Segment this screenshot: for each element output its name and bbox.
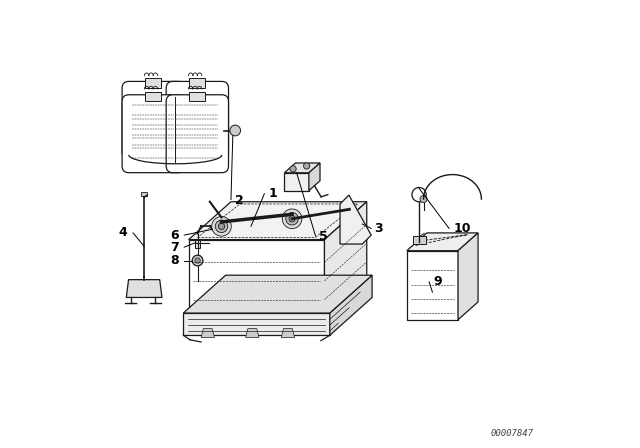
Polygon shape — [189, 202, 367, 240]
Bar — [413, 237, 426, 245]
Text: 6: 6 — [170, 228, 179, 241]
Polygon shape — [189, 240, 324, 313]
Polygon shape — [407, 251, 458, 320]
Circle shape — [303, 163, 310, 169]
Polygon shape — [284, 163, 320, 173]
Text: 5: 5 — [319, 229, 328, 242]
Polygon shape — [416, 235, 468, 246]
Polygon shape — [407, 233, 478, 251]
Polygon shape — [201, 329, 214, 337]
Circle shape — [212, 216, 231, 236]
Circle shape — [282, 209, 302, 228]
Bar — [145, 92, 161, 101]
Text: 8: 8 — [170, 254, 179, 267]
Text: 7: 7 — [170, 241, 179, 254]
Text: 00007847: 00007847 — [491, 429, 534, 438]
Bar — [284, 173, 309, 190]
Circle shape — [412, 188, 426, 202]
Polygon shape — [309, 163, 320, 190]
Text: 1: 1 — [269, 187, 278, 200]
Text: 4: 4 — [119, 226, 127, 239]
Bar — [189, 78, 205, 88]
Polygon shape — [246, 329, 259, 337]
Polygon shape — [330, 275, 372, 335]
Circle shape — [286, 212, 298, 225]
Circle shape — [420, 195, 427, 202]
Text: 10: 10 — [454, 222, 471, 235]
Polygon shape — [458, 233, 478, 320]
FancyBboxPatch shape — [122, 82, 184, 159]
Text: 3: 3 — [374, 222, 383, 235]
FancyBboxPatch shape — [166, 82, 228, 159]
Text: 2: 2 — [236, 194, 244, 207]
Circle shape — [230, 125, 241, 136]
Bar — [141, 192, 147, 196]
Polygon shape — [126, 280, 162, 297]
Text: 9: 9 — [433, 276, 442, 289]
Polygon shape — [324, 202, 367, 313]
Circle shape — [289, 215, 295, 222]
FancyBboxPatch shape — [166, 95, 228, 172]
Circle shape — [192, 255, 203, 266]
Bar — [189, 92, 205, 101]
Polygon shape — [281, 329, 294, 337]
Circle shape — [218, 223, 225, 229]
Polygon shape — [183, 313, 330, 335]
Polygon shape — [183, 275, 372, 313]
Circle shape — [290, 166, 296, 172]
Bar — [145, 78, 161, 88]
Circle shape — [195, 258, 200, 263]
Polygon shape — [340, 195, 371, 244]
Circle shape — [215, 220, 228, 233]
Bar — [195, 241, 200, 249]
FancyBboxPatch shape — [122, 95, 184, 172]
